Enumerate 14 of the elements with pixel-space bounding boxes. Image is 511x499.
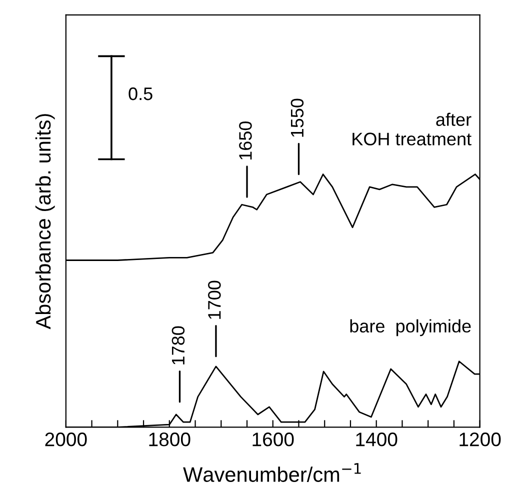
x-tick-label: 1200 (460, 432, 501, 446)
x-tick-label: 1800 (149, 432, 190, 446)
x-axis-title: Wavenumber/cm$^{−1}$ (183, 463, 361, 482)
x-tick-label: 1400 (356, 432, 398, 446)
x-tick-label: 1600 (252, 432, 294, 446)
text: 0.5 (128, 87, 152, 100)
annotation: 1780 (172, 326, 185, 364)
series-label: after KOH treatment (352, 112, 472, 146)
annotation: 1700 (208, 280, 221, 319)
series-label: bare polyimide (350, 319, 471, 336)
y-axis-title: Absorbance (arb. units) (35, 114, 55, 330)
annotation: 1650 (239, 121, 252, 160)
x-tick-label: 2000 (45, 432, 87, 446)
annotation: 1550 (290, 98, 304, 137)
